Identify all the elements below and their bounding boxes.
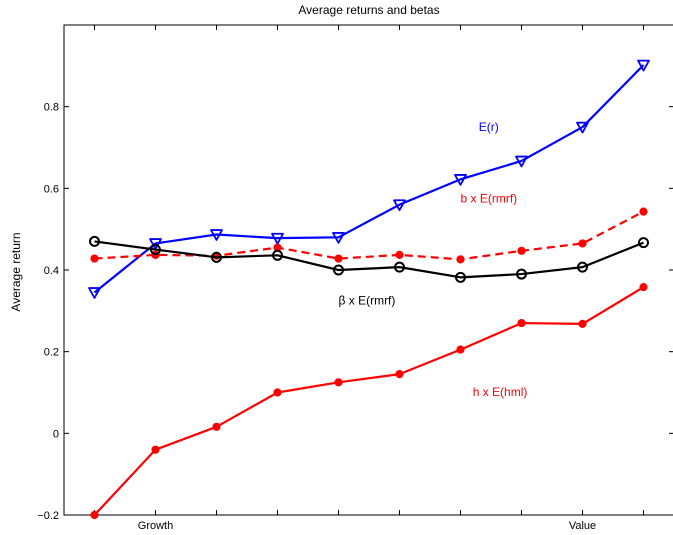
x-tick-label: Growth — [138, 520, 173, 532]
data-point — [334, 254, 343, 263]
data-point — [210, 229, 223, 241]
y-tick-label: 0 — [53, 428, 59, 440]
series-line — [94, 240, 644, 279]
plot-area — [63, 24, 673, 516]
data-point — [577, 261, 588, 273]
data-point — [150, 244, 161, 256]
data-point — [395, 250, 404, 259]
data-point — [578, 239, 587, 248]
series-annotation: h x E(hml) — [473, 385, 528, 399]
y-axis-label: Average return — [9, 232, 23, 311]
data-point — [639, 283, 648, 292]
data-point — [637, 59, 650, 72]
series-annotation: E(r) — [479, 120, 499, 134]
series-line — [93, 286, 645, 516]
data-point — [638, 237, 649, 249]
data-point — [517, 318, 526, 328]
data-point — [90, 510, 99, 520]
series-annotation: β x E(rmrf) — [339, 294, 396, 308]
data-point — [149, 238, 162, 250]
annotation-layer: E(r) b x E(rmrf) β x E(rmrf) h x E(hml) — [339, 120, 528, 399]
data-point — [272, 249, 283, 261]
series-line — [93, 64, 645, 294]
data-point — [333, 264, 344, 276]
data-point — [516, 268, 527, 280]
data-point — [334, 378, 343, 387]
series-line — [94, 210, 645, 261]
data-point — [455, 271, 466, 283]
series-2 — [89, 235, 649, 283]
data-point — [578, 319, 587, 328]
data-point — [89, 235, 100, 247]
data-point — [212, 422, 221, 431]
series-annotation: b x E(rmrf) — [461, 192, 518, 206]
data-point — [211, 251, 222, 263]
series-1 — [90, 207, 648, 264]
data-point — [393, 199, 406, 212]
data-point — [639, 207, 648, 216]
y-tick-label: 0.6 — [44, 183, 59, 195]
y-tick-label: 0.2 — [44, 347, 59, 359]
data-point — [515, 155, 528, 168]
chart-title: Average returns and betas — [298, 3, 439, 17]
data-point — [273, 388, 282, 397]
y-tick-label: −0.2 — [37, 510, 59, 522]
series-0 — [88, 59, 650, 299]
data-point — [454, 174, 467, 186]
data-point — [394, 261, 405, 273]
y-tick-label: 0.4 — [44, 265, 59, 277]
data-point — [456, 345, 465, 354]
data-point — [90, 254, 99, 263]
data-point — [576, 121, 589, 134]
data-point — [332, 232, 345, 244]
y-tick-label: 0.8 — [44, 102, 59, 114]
series-layer — [88, 59, 650, 520]
data-point — [456, 255, 465, 264]
data-point — [151, 445, 160, 454]
data-point — [517, 246, 526, 255]
data-point — [271, 232, 284, 245]
series-3 — [90, 283, 648, 520]
data-point — [88, 287, 101, 299]
data-point — [395, 370, 404, 379]
x-tick-label: Value — [569, 520, 596, 532]
axis-ticks: −0.2 0 0.2 0.4 0.6 0.8 Growth Value — [37, 25, 673, 532]
